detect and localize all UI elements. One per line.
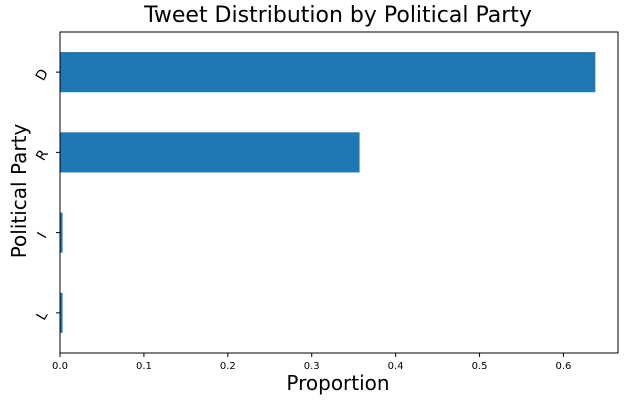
x-tick-label: 0.0 [52,361,68,372]
bar-I [60,212,63,253]
x-tick-label: 0.4 [388,361,404,372]
y-tick-label: L [34,308,52,323]
bars-group [60,52,596,333]
bar-L [60,292,63,333]
x-axis-label: Proportion [286,371,389,395]
x-tick-label: 0.5 [472,361,488,372]
y-ticks: D R I L [33,66,60,323]
y-tick-label: D [33,66,52,83]
x-tick-label: 0.2 [220,361,236,372]
x-tick-label: 0.3 [304,361,320,372]
y-axis-label: Political Party [7,124,31,259]
bar-D [60,52,596,93]
x-ticks: 0.0 0.1 0.2 0.3 0.4 0.5 0.6 [52,353,571,372]
y-tick-label: R [33,147,52,164]
chart-title: Tweet Distribution by Political Party [143,3,532,28]
plot-frame [59,31,619,354]
y-tick-label: I [35,230,51,242]
x-tick-label: 0.6 [556,361,572,372]
bar-R [60,132,360,173]
x-tick-label: 0.1 [136,361,152,372]
